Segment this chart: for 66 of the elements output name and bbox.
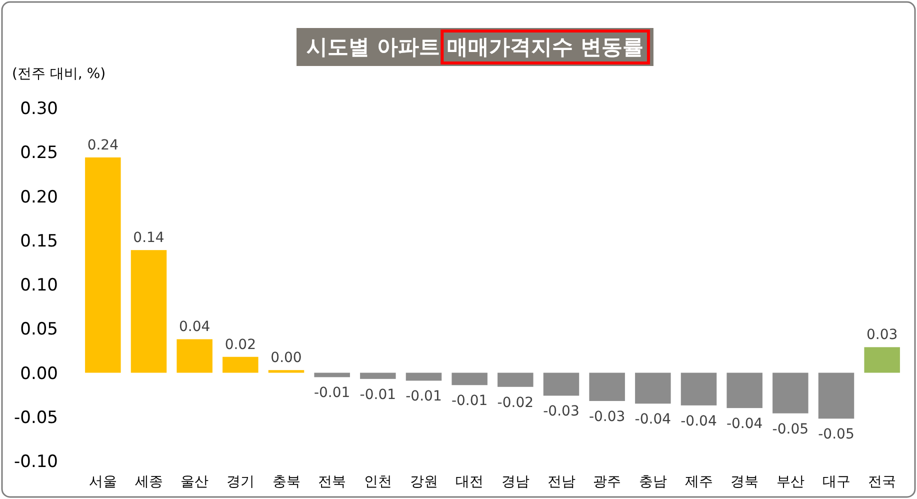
data-label: 0.04 (178, 319, 210, 336)
bar (772, 372, 808, 414)
data-label: 0.02 (224, 336, 256, 353)
y-tick-label: 0.25 (20, 143, 58, 164)
y-tick-label: 0.00 (20, 364, 58, 384)
data-label: -0.03 (543, 404, 580, 420)
data-label: 0.14 (133, 230, 164, 246)
y-tick-label: 0.05 (20, 320, 58, 340)
bar (176, 339, 212, 373)
y-tick-label: 0.30 (20, 99, 58, 119)
data-label: -0.01 (451, 393, 488, 410)
y-axis-title: (전주 대비, %) (12, 66, 106, 82)
x-tick-label: 경남 (501, 474, 530, 490)
x-tick-label: 전북 (318, 474, 346, 490)
data-label: -0.05 (772, 421, 809, 438)
y-tick-label: 0.20 (20, 187, 58, 208)
x-tick-label: 세종 (134, 474, 163, 490)
x-tick-label: 인천 (364, 474, 392, 490)
x-tick-label: 강원 (410, 474, 438, 490)
x-tick-label: 경북 (730, 474, 759, 490)
bar (85, 157, 121, 373)
y-tick-label: -0.10 (14, 452, 58, 472)
data-label: -0.01 (360, 386, 396, 403)
bar (268, 370, 304, 373)
x-tick-label: 부산 (776, 474, 804, 490)
x-tick-label: 서울 (88, 474, 117, 490)
data-label: -0.02 (497, 394, 534, 411)
x-tick-label: 대구 (822, 474, 850, 490)
title: 시도별 아파트 매매가격지수 변동률 (296, 28, 654, 66)
data-label: -0.04 (634, 412, 672, 428)
bar (498, 372, 534, 387)
x-tick-label: 광주 (593, 474, 622, 490)
bar (818, 372, 854, 419)
data-label: -0.04 (726, 416, 763, 432)
data-label: -0.04 (680, 413, 717, 430)
x-tick-label: 제주 (684, 474, 713, 490)
bar (130, 250, 167, 373)
data-label: 0.00 (270, 350, 302, 366)
bar (360, 372, 396, 379)
x-tick-label: 대전 (456, 474, 484, 490)
x-tick-label: 경기 (226, 474, 254, 490)
bar (589, 372, 625, 401)
bar (864, 347, 900, 373)
bar (726, 372, 762, 408)
data-label: -0.01 (314, 385, 350, 402)
data-label: -0.05 (818, 426, 854, 443)
bar (222, 356, 258, 373)
y-tick-label: -0.05 (14, 408, 58, 428)
data-label: -0.03 (588, 408, 626, 425)
bar (635, 372, 671, 404)
bar (314, 372, 350, 378)
chart-title: 시도별 아파트 매매가격지수 변동률 (306, 35, 644, 59)
x-tick-label: 충남 (638, 474, 667, 490)
x-tick-label: 전남 (547, 474, 576, 490)
x-tick-label: 울산 (180, 474, 209, 490)
bar (680, 372, 717, 406)
x-tick-label: 전국 (868, 474, 896, 490)
y-tick-label: 0.15 (20, 231, 58, 252)
x-tick-label: 충북 (272, 474, 300, 490)
y-tick-label: 0.10 (20, 276, 58, 296)
bar (452, 372, 488, 386)
bar (406, 372, 442, 381)
data-label: -0.01 (406, 388, 442, 405)
bar (543, 372, 580, 396)
data-label: 0.03 (866, 327, 898, 344)
data-label: 0.24 (87, 137, 119, 154)
